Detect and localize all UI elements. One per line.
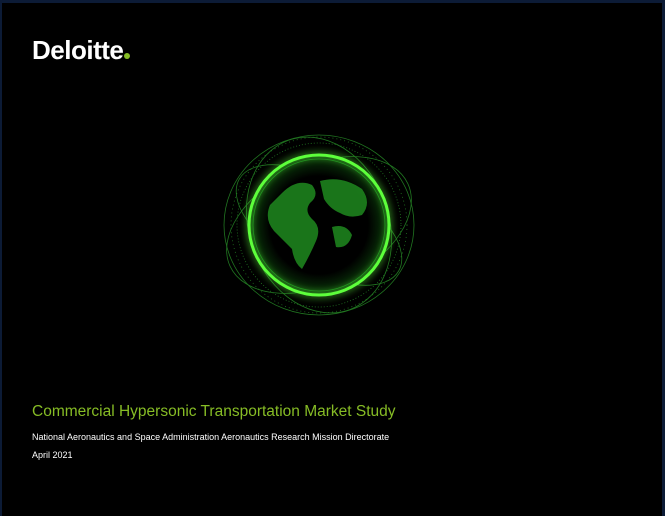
logo-dot (124, 53, 131, 59)
cover-page: Deloitte Commercial (2, 3, 662, 516)
logo: Deloitte (32, 35, 131, 66)
document-subtitle: National Aeronautics and Space Administr… (32, 432, 390, 442)
document-title: Commercial Hypersonic Transportation Mar… (32, 403, 396, 420)
document-date: April 2021 (32, 450, 73, 460)
logo-text: Deloitte (32, 35, 124, 65)
globe-image (223, 134, 415, 316)
